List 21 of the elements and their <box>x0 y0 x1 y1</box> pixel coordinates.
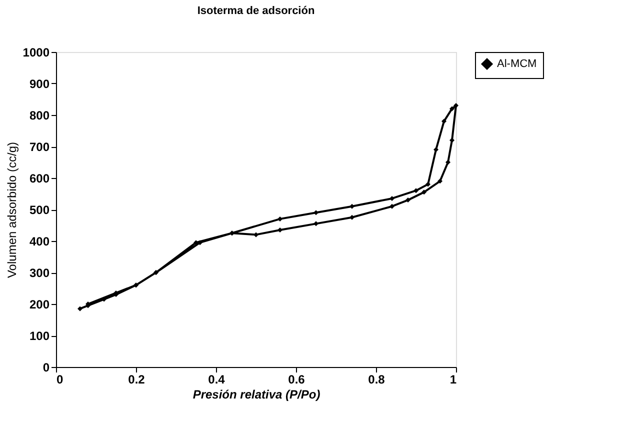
y-tick-label: 200 <box>29 298 50 312</box>
y-tick-label: 400 <box>29 234 50 248</box>
x-tick-label: 0.2 <box>128 372 146 386</box>
legend-label: Al-MCM <box>497 58 537 70</box>
y-tick-label: 800 <box>29 108 50 122</box>
y-tick-label: 1000 <box>22 46 50 60</box>
x-tick-label: 0.8 <box>368 372 386 386</box>
y-tick-label: 600 <box>29 172 50 186</box>
y-tick-label: 500 <box>29 203 50 217</box>
y-tick-label: 0 <box>42 360 50 374</box>
y-tick-label: 700 <box>29 140 50 154</box>
x-tick-label: 1 <box>450 372 457 386</box>
chart-title: Isoterma de adsorción <box>197 5 315 17</box>
x-tick-label: 0 <box>56 372 64 386</box>
x-tick-label: 0.6 <box>288 372 306 386</box>
x-tick-label: 0.4 <box>208 372 226 386</box>
y-axis-title: Volumen adsorbido (cc/g) <box>4 142 19 278</box>
y-tick-label: 900 <box>29 77 50 91</box>
x-axis-title: Presión relativa (P/Po) <box>192 388 320 402</box>
y-tick-label: 100 <box>29 329 50 343</box>
y-tick-label: 300 <box>29 266 50 280</box>
